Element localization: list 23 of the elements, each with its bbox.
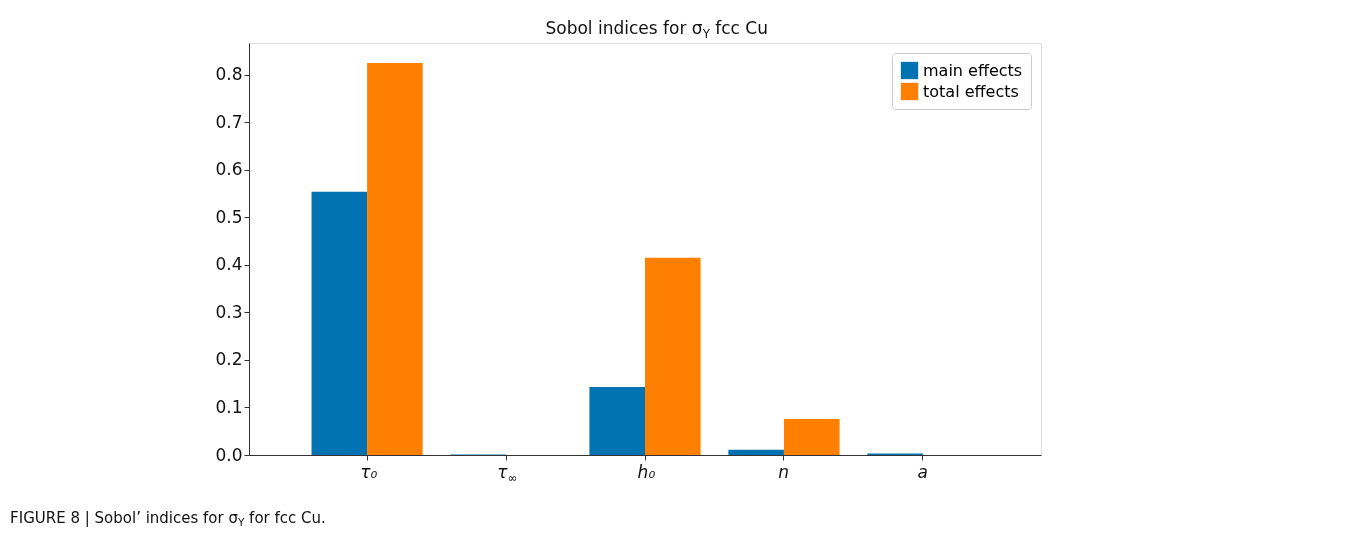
bar (783, 418, 840, 455)
y-tick-label: 0.7 (215, 111, 243, 132)
y-tick-label: 0.1 (215, 396, 243, 417)
y-tick-label: 0.3 (215, 301, 243, 322)
bar (645, 257, 701, 455)
caption: FIGURE 8 | Sobol’ indices for σY for fcc Cu. (10, 509, 326, 528)
y-tick-label: 0.4 (215, 254, 243, 275)
x-tick-label: a (917, 462, 928, 482)
x-tick-label: τ₀ (360, 462, 378, 482)
x-tick-label: h₀ (637, 462, 656, 482)
bar (311, 191, 368, 455)
y-tick-label: 0.6 (215, 159, 243, 180)
bar (367, 62, 423, 455)
x-tick-label: n (778, 462, 790, 482)
y-tick-label: 0.8 (215, 64, 243, 85)
x-tick-label: τ∞ (497, 462, 518, 486)
bar (728, 449, 784, 455)
bar (589, 387, 645, 455)
y-tick-label: 0.5 (215, 206, 243, 227)
y-tick-label: 0.2 (215, 349, 243, 370)
legend-label: total effects (923, 81, 1019, 101)
legend-label: main effects (923, 60, 1023, 80)
y-tick-label: 0.0 (215, 444, 243, 465)
